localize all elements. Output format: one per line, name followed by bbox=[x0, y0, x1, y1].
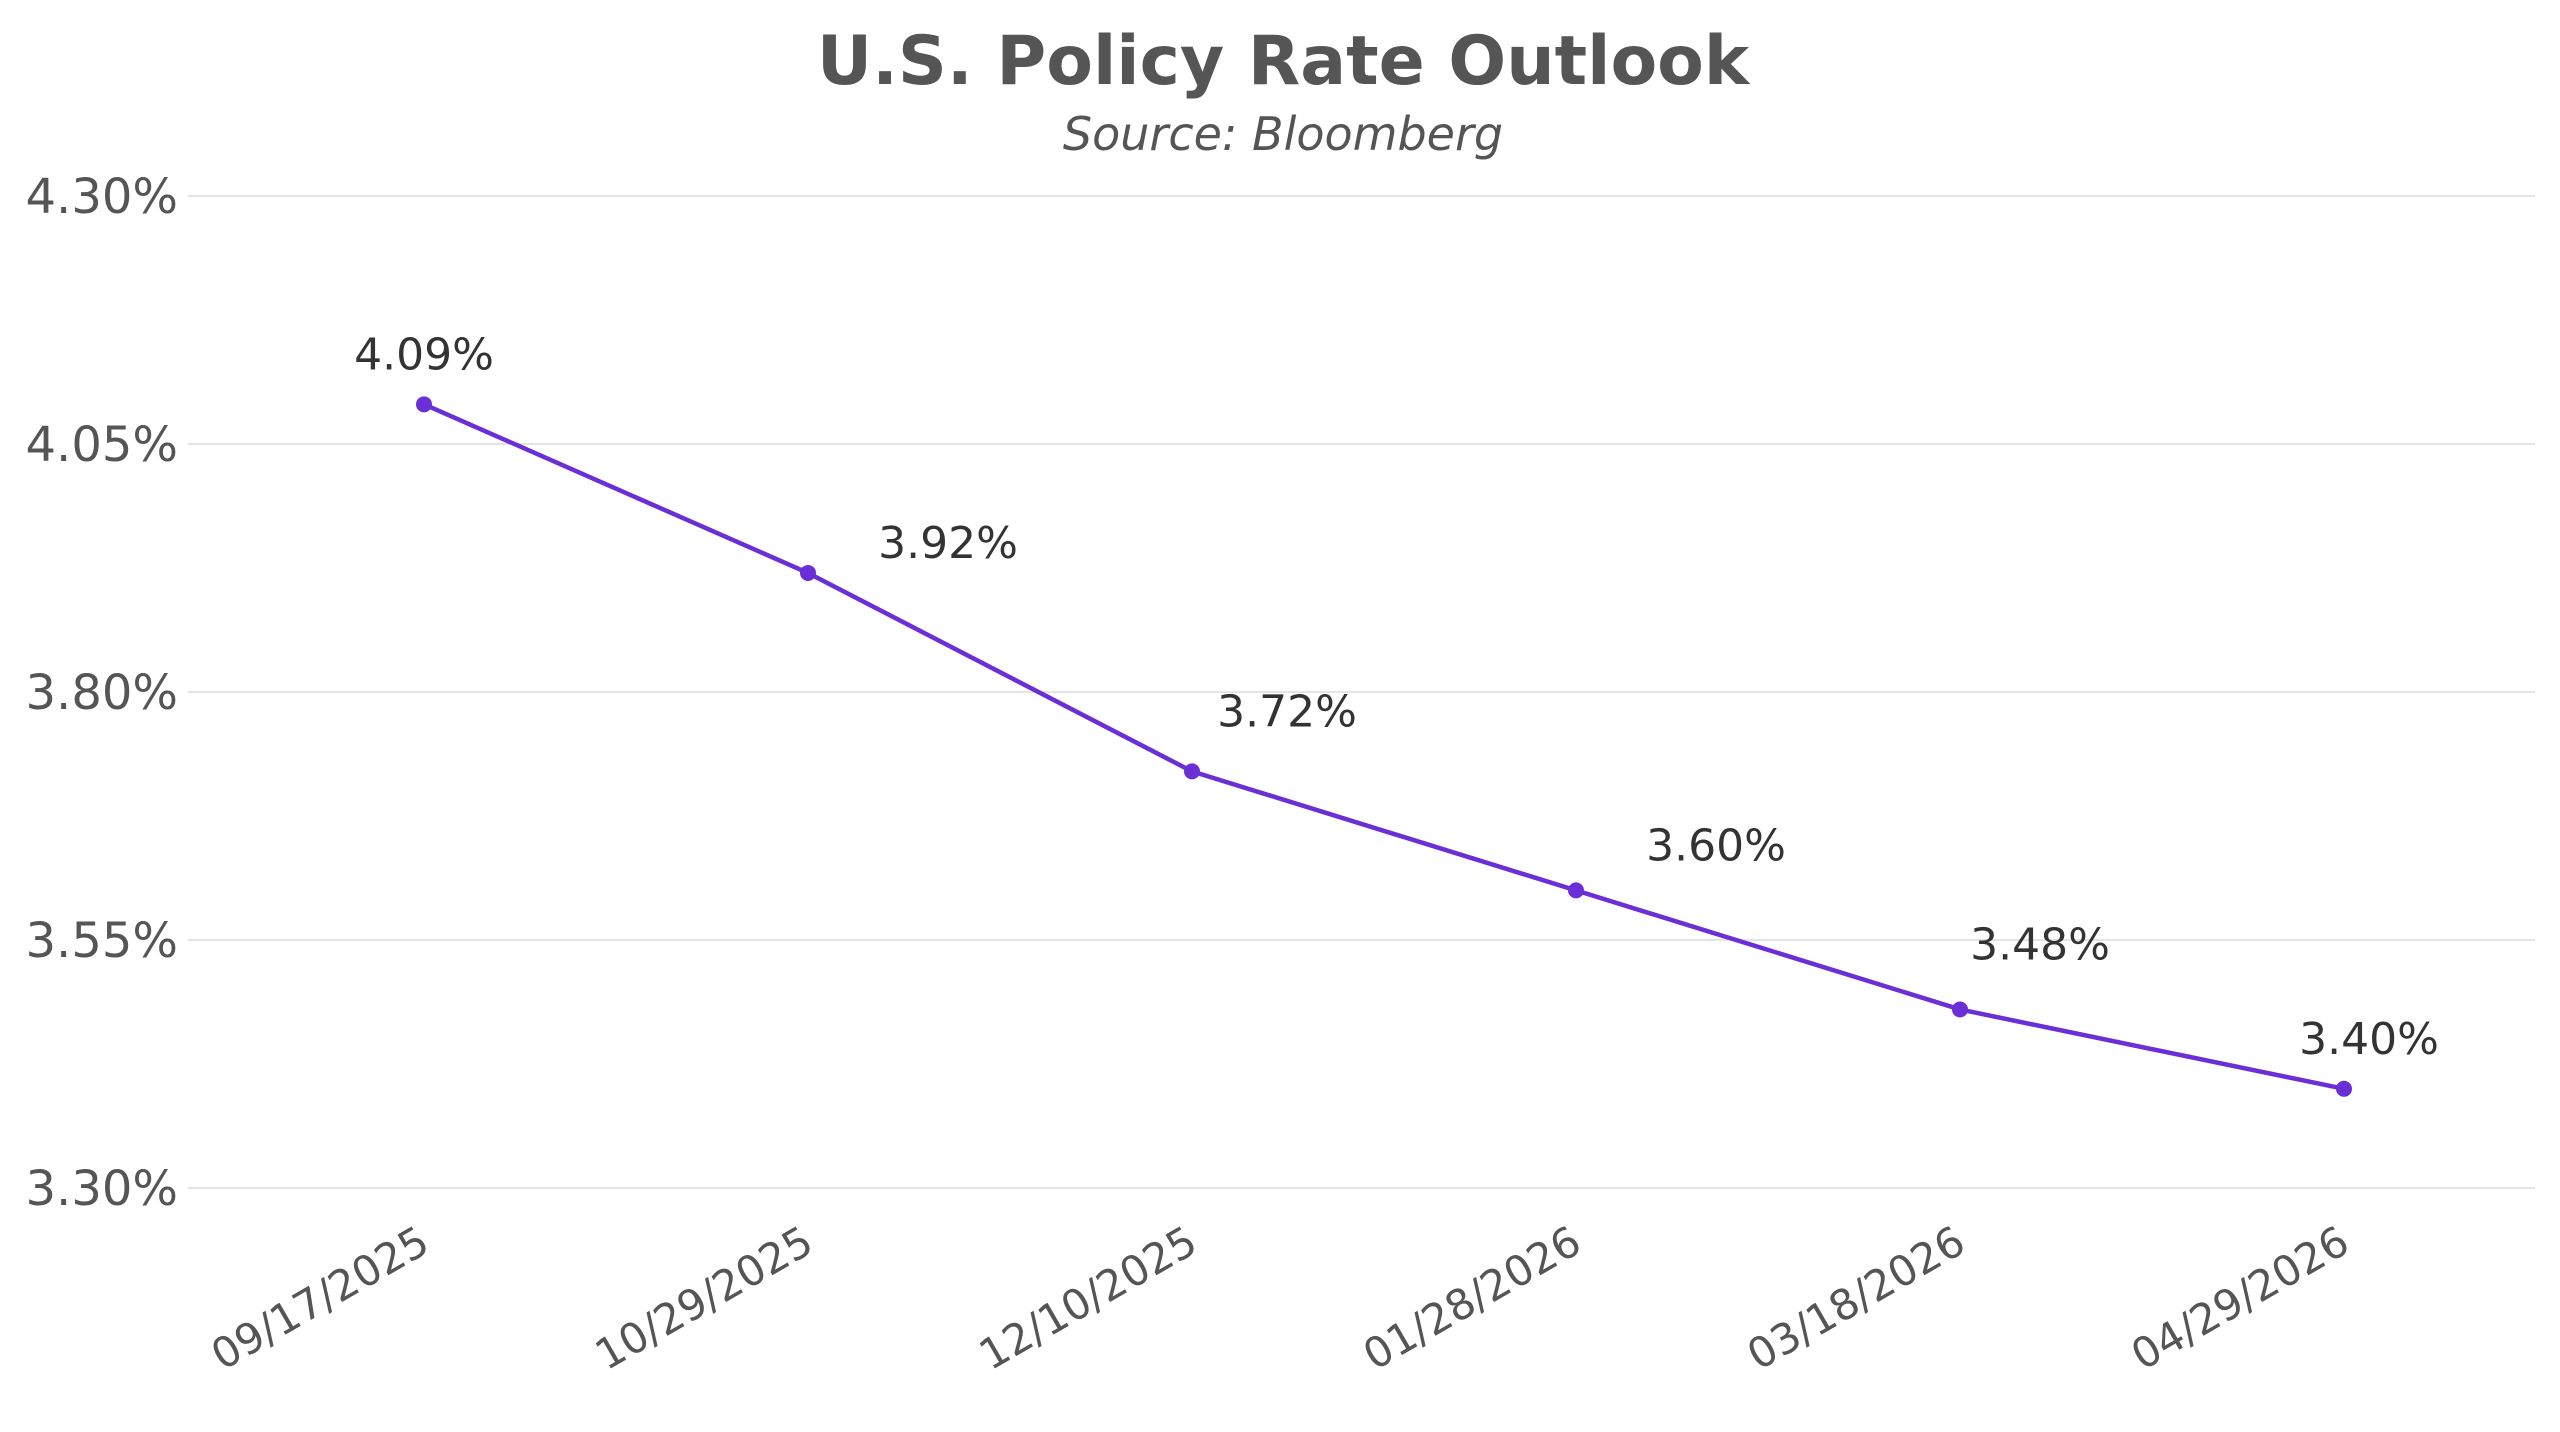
x-tick-label: 12/10/2025 bbox=[971, 1216, 1205, 1379]
data-label: 3.60% bbox=[1646, 820, 1786, 871]
x-tick-label: 10/29/2025 bbox=[587, 1216, 821, 1379]
data-label: 3.72% bbox=[1217, 686, 1357, 737]
data-point bbox=[1184, 763, 1200, 780]
data-label: 3.92% bbox=[878, 518, 1018, 569]
series-line bbox=[421, 402, 2347, 1092]
y-axis: 4.30% 4.05% 3.80% 3.55% 3.30% bbox=[26, 169, 178, 1217]
series bbox=[416, 396, 2352, 1097]
y-tick-label: 4.30% bbox=[26, 169, 178, 225]
chart-title: U.S. Policy Rate Outlook bbox=[817, 22, 1751, 101]
gridlines bbox=[188, 195, 2535, 1189]
x-tick-label: 03/18/2026 bbox=[1739, 1216, 1973, 1379]
data-label: 3.48% bbox=[1970, 919, 2110, 970]
x-tick-label: 04/29/2026 bbox=[2123, 1216, 2357, 1379]
data-point bbox=[1568, 882, 1584, 899]
x-tick-label: 09/17/2025 bbox=[203, 1216, 437, 1379]
data-point bbox=[800, 564, 816, 581]
data-labels: 4.09% 3.92% 3.72% 3.60% 3.48% 3.40% bbox=[354, 329, 2439, 1064]
y-tick-label: 3.55% bbox=[26, 913, 178, 969]
data-point bbox=[416, 396, 432, 413]
chart-subtitle: Source: Bloomberg bbox=[1063, 107, 1503, 161]
data-point bbox=[1952, 1001, 1968, 1018]
x-axis: 09/17/2025 10/29/2025 12/10/2025 01/28/2026… bbox=[203, 1216, 2357, 1379]
data-label: 3.40% bbox=[2299, 1014, 2439, 1065]
data-label: 4.09% bbox=[354, 329, 494, 380]
y-tick-label: 3.80% bbox=[26, 665, 178, 721]
y-tick-label: 3.30% bbox=[26, 1161, 178, 1217]
y-tick-label: 4.05% bbox=[26, 417, 178, 473]
data-point bbox=[2336, 1080, 2352, 1097]
x-tick-label: 01/28/2026 bbox=[1355, 1216, 1589, 1379]
